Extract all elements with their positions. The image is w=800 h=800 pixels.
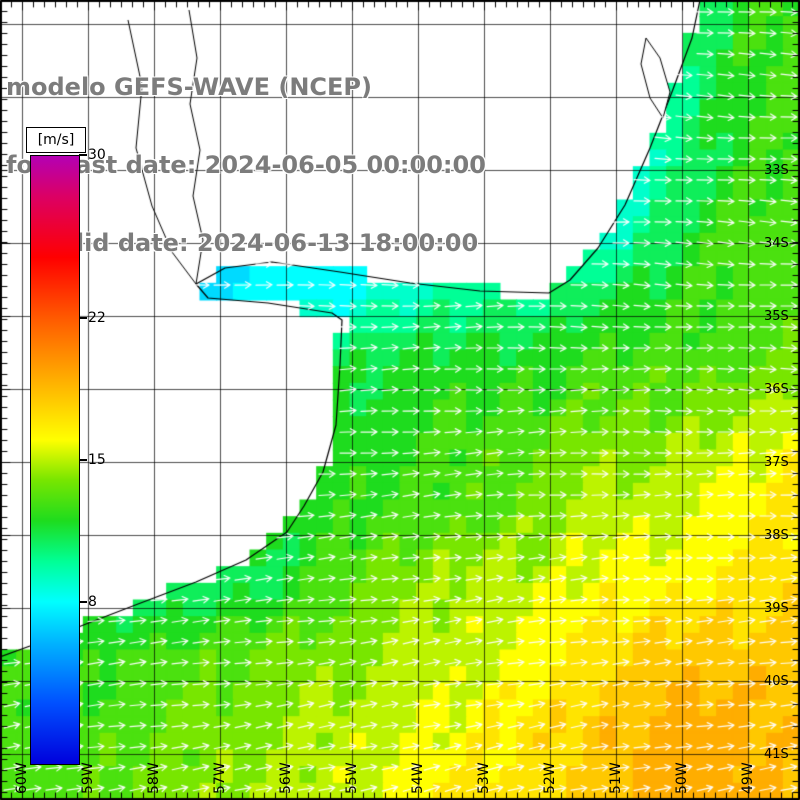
colorbar-unit-label: [m/s] bbox=[26, 127, 86, 153]
latitude-label: 33S bbox=[764, 163, 789, 178]
model-title: modelo GEFS-WAVE (NCEP) bbox=[6, 73, 372, 101]
longitude-label: 49W bbox=[740, 762, 756, 794]
longitude-label: 58W bbox=[146, 762, 162, 794]
longitude-label: 60W bbox=[14, 762, 30, 794]
longitude-label: 57W bbox=[212, 762, 228, 794]
latitude-label: 35S bbox=[764, 309, 789, 324]
latitude-label: 40S bbox=[764, 674, 789, 689]
colorbar-tick-label: 8 bbox=[88, 594, 97, 611]
longitude-label: 56W bbox=[278, 762, 294, 794]
latitude-label: 37S bbox=[764, 455, 789, 470]
colorbar-tick-mark bbox=[79, 459, 87, 461]
longitude-label: 50W bbox=[674, 762, 690, 794]
colorbar-tick-label: 22 bbox=[88, 309, 106, 326]
colorbar-tick-label: 30 bbox=[88, 147, 106, 163]
longitude-label: 53W bbox=[476, 762, 492, 794]
colorbar-tick-mark bbox=[79, 154, 87, 156]
longitude-label: 51W bbox=[608, 762, 624, 794]
longitude-label: 59W bbox=[80, 762, 96, 794]
latitude-label: 41S bbox=[764, 747, 789, 762]
longitude-label: 52W bbox=[542, 762, 558, 794]
latitude-label: 39S bbox=[764, 601, 789, 616]
colorbar-tick-mark bbox=[79, 316, 87, 319]
colorbar-tick-label: 15 bbox=[88, 452, 106, 468]
latitude-label: 38S bbox=[764, 528, 789, 543]
longitude-label: 55W bbox=[344, 762, 360, 794]
longitude-label: 54W bbox=[410, 762, 426, 794]
colorbar bbox=[30, 155, 80, 765]
colorbar-tick-mark bbox=[79, 601, 87, 604]
latitude-label: 34S bbox=[764, 236, 789, 251]
latitude-label: 36S bbox=[764, 382, 789, 397]
